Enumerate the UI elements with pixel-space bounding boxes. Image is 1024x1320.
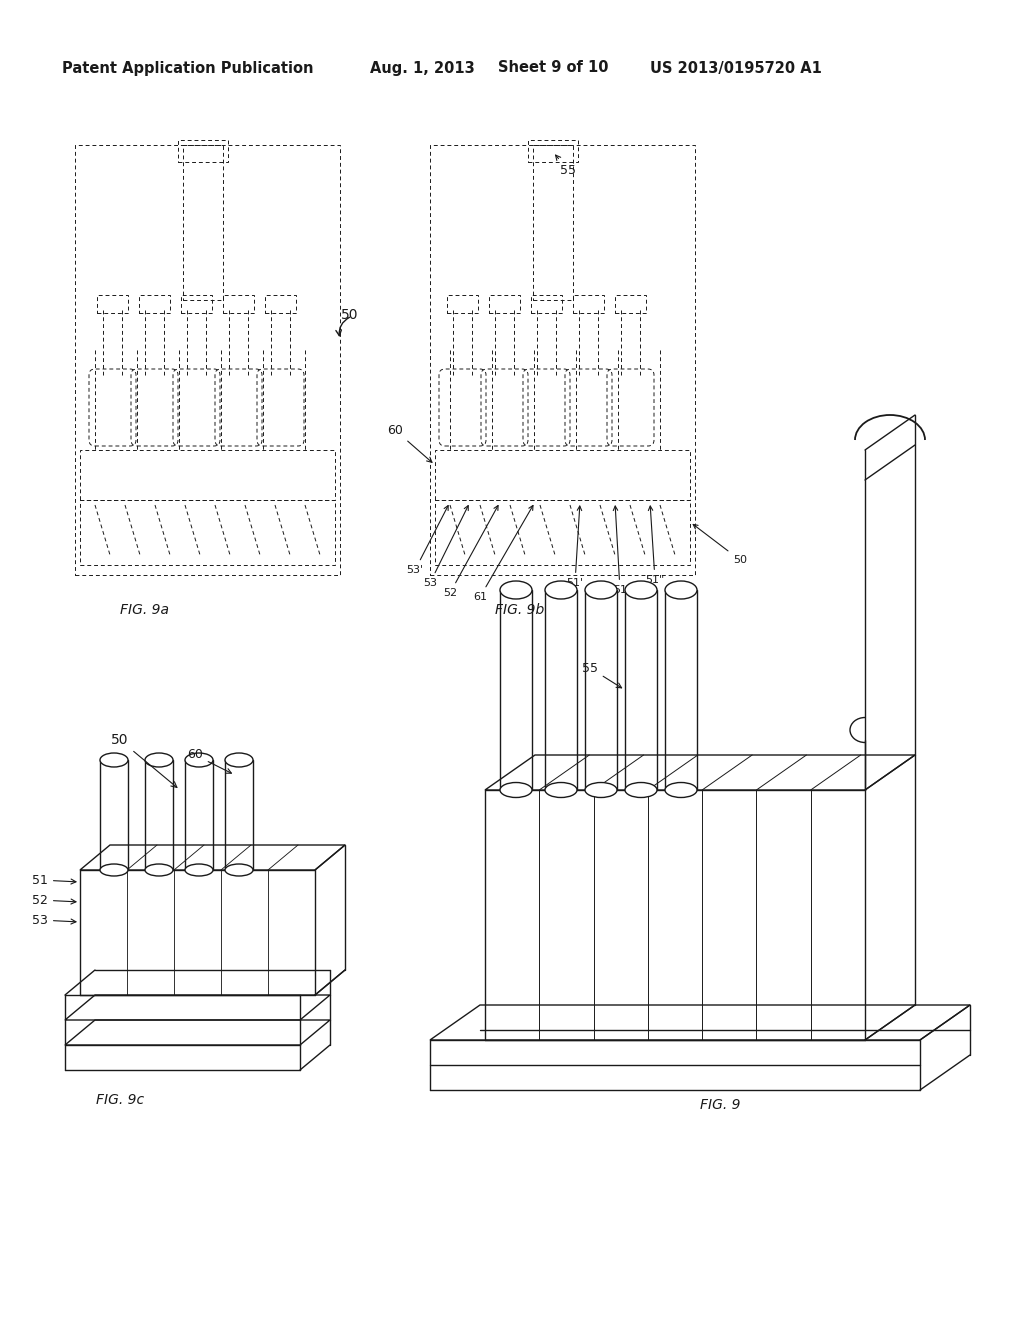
Text: Aug. 1, 2013: Aug. 1, 2013 (370, 61, 475, 75)
Text: 51: 51 (32, 874, 76, 887)
Bar (223, 294, 254, 313)
Ellipse shape (545, 783, 577, 797)
Ellipse shape (585, 783, 617, 797)
Text: 53: 53 (423, 506, 468, 587)
Text: FIG. 9c: FIG. 9c (96, 1093, 144, 1107)
Ellipse shape (225, 752, 253, 767)
Bar (534, 145, 573, 300)
Bar (183, 145, 223, 300)
Bar (75, 145, 340, 576)
Text: 50: 50 (341, 308, 358, 322)
Text: 60: 60 (187, 748, 231, 774)
Ellipse shape (100, 752, 128, 767)
Bar (435, 450, 690, 500)
Ellipse shape (625, 783, 657, 797)
Text: 61: 61 (473, 506, 532, 602)
Text: Sheet 9 of 10: Sheet 9 of 10 (498, 61, 608, 75)
Bar (97, 294, 128, 313)
Bar (178, 140, 228, 162)
Ellipse shape (225, 865, 253, 876)
Text: FIG. 9: FIG. 9 (699, 1098, 740, 1111)
Bar (447, 294, 478, 313)
Text: FIG. 9b: FIG. 9b (496, 603, 545, 616)
Ellipse shape (185, 865, 213, 876)
Ellipse shape (585, 581, 617, 599)
Text: 55: 55 (582, 661, 622, 688)
Ellipse shape (545, 581, 577, 599)
Ellipse shape (145, 752, 173, 767)
Text: 53: 53 (32, 913, 76, 927)
Text: 51": 51" (645, 506, 665, 585)
Text: 52: 52 (32, 894, 76, 907)
Bar (531, 294, 562, 313)
Text: 52: 52 (443, 506, 498, 598)
Text: 51: 51 (613, 506, 627, 595)
Bar (80, 500, 335, 565)
Bar (435, 500, 690, 565)
Text: Patent Application Publication: Patent Application Publication (62, 61, 313, 75)
Bar (181, 294, 212, 313)
Ellipse shape (665, 581, 697, 599)
Bar (430, 145, 695, 576)
Ellipse shape (500, 581, 532, 599)
Ellipse shape (665, 783, 697, 797)
Text: 50: 50 (112, 733, 177, 788)
Ellipse shape (625, 581, 657, 599)
Ellipse shape (185, 752, 213, 767)
Ellipse shape (145, 865, 173, 876)
Ellipse shape (100, 865, 128, 876)
Ellipse shape (500, 783, 532, 797)
Text: 53': 53' (407, 506, 449, 576)
Bar (80, 450, 335, 500)
Bar (489, 294, 520, 313)
Text: 51': 51' (566, 506, 584, 587)
Text: 60: 60 (387, 424, 432, 462)
Bar (139, 294, 170, 313)
Bar (265, 294, 296, 313)
Text: 50: 50 (693, 524, 746, 565)
Bar (528, 140, 578, 162)
Bar (615, 294, 646, 313)
Bar (573, 294, 604, 313)
Text: FIG. 9a: FIG. 9a (121, 603, 170, 616)
Text: US 2013/0195720 A1: US 2013/0195720 A1 (650, 61, 822, 75)
Text: 55: 55 (556, 154, 575, 177)
